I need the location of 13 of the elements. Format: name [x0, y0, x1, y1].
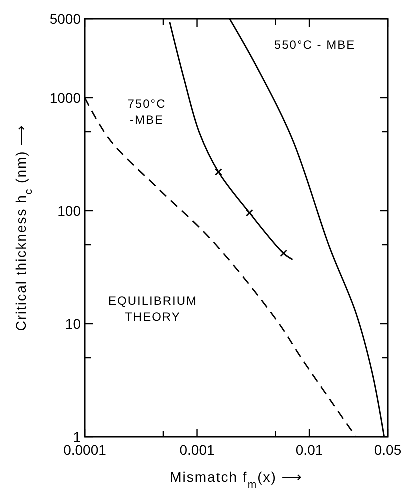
y-tick-label: 5000 [50, 11, 82, 27]
annotation: EQUILIBRIUM THEORY [108, 294, 198, 324]
x-tick-label: 0.0001 [64, 442, 107, 458]
x-tick-label: 0.001 [180, 442, 215, 458]
y-tick-label: 10 [65, 316, 82, 332]
annotation: 750°C -MBE [128, 97, 166, 127]
x-axis-title: Mismatch f$_{m}$(x) ⟶ [170, 469, 303, 491]
x-tick-label: 0.05 [374, 442, 402, 458]
y-tick-label: 100 [58, 202, 82, 219]
y-tick-label: 1000 [50, 90, 82, 106]
annotation: 550°C - MBE [274, 38, 356, 52]
x-tick-label: 0.01 [296, 442, 324, 458]
y-tick-label: 1 [73, 429, 82, 445]
